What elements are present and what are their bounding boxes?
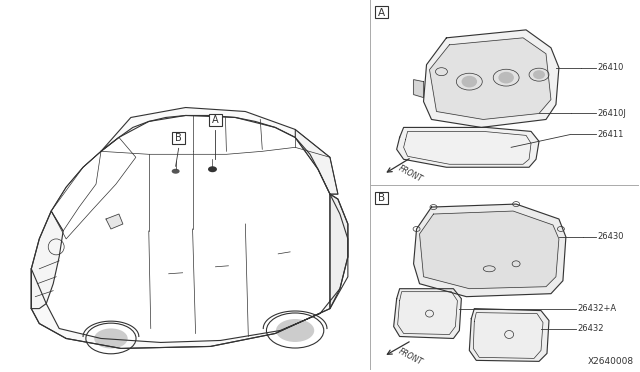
Text: 26430: 26430 xyxy=(598,232,624,241)
Ellipse shape xyxy=(172,169,180,174)
Text: B: B xyxy=(378,193,385,203)
Ellipse shape xyxy=(94,328,127,349)
FancyBboxPatch shape xyxy=(209,114,222,126)
Polygon shape xyxy=(101,108,338,194)
Polygon shape xyxy=(420,211,559,289)
Polygon shape xyxy=(397,128,539,167)
Text: FRONT: FRONT xyxy=(397,346,424,366)
Text: A: A xyxy=(212,115,219,125)
Polygon shape xyxy=(31,194,348,349)
Text: 26410: 26410 xyxy=(598,63,624,72)
Text: X2640008: X2640008 xyxy=(588,357,634,366)
Polygon shape xyxy=(330,194,348,309)
Text: 26432: 26432 xyxy=(578,324,604,333)
Ellipse shape xyxy=(208,166,217,172)
FancyBboxPatch shape xyxy=(375,192,388,203)
Polygon shape xyxy=(413,80,424,97)
Polygon shape xyxy=(31,211,63,309)
Text: 26411: 26411 xyxy=(598,130,624,139)
Polygon shape xyxy=(424,30,559,128)
FancyBboxPatch shape xyxy=(172,132,185,144)
Ellipse shape xyxy=(461,76,477,87)
Ellipse shape xyxy=(499,72,514,83)
FancyBboxPatch shape xyxy=(375,6,388,19)
Polygon shape xyxy=(106,214,123,229)
Polygon shape xyxy=(413,204,566,296)
Text: 26432+A: 26432+A xyxy=(578,304,617,313)
Ellipse shape xyxy=(533,70,545,79)
Polygon shape xyxy=(469,309,549,361)
Text: 26410J: 26410J xyxy=(598,109,627,118)
Text: B: B xyxy=(175,134,182,143)
Ellipse shape xyxy=(276,319,314,342)
Polygon shape xyxy=(429,38,551,119)
Text: FRONT: FRONT xyxy=(397,164,424,185)
Polygon shape xyxy=(394,289,461,339)
Text: A: A xyxy=(378,8,385,18)
Polygon shape xyxy=(295,129,338,194)
